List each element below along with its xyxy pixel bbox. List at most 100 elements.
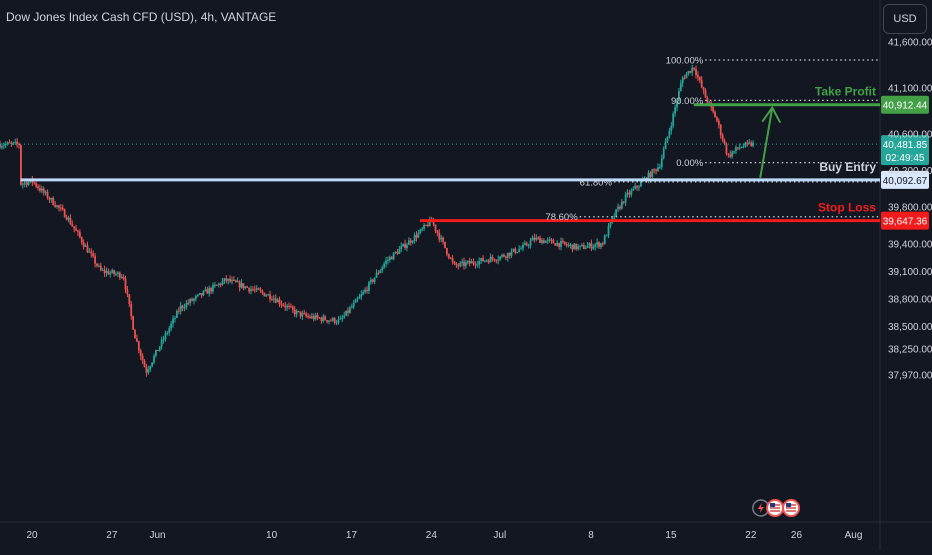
candle-body [404,243,406,248]
candle-body [605,235,608,237]
candle-body [233,279,235,281]
candle-body [447,254,450,258]
candle-body [537,237,540,239]
candle-body [366,289,368,291]
candle-body [482,258,484,262]
candle-body [149,366,152,370]
candle-body [326,320,328,322]
candle-body [371,279,374,282]
candle-body [561,241,564,243]
candle-body [695,69,697,76]
candle-body [240,283,243,288]
candle-body [569,244,572,246]
fib-level-label: 100.00% [666,56,704,67]
candle-body [92,253,95,257]
candle-body [271,299,273,301]
candle-body [432,221,435,225]
candle-body [619,206,621,209]
candle-body [343,315,346,318]
candle-body [158,346,161,351]
candle-body [468,260,471,264]
candle-body [407,240,410,245]
candle-body [548,239,551,241]
candle-body [35,183,38,187]
candle-body [333,318,336,323]
candle-body [704,90,707,98]
candle-body [497,259,500,261]
candle-body [164,333,167,340]
candle-body [117,272,119,274]
candle-body [438,232,441,240]
candle-body [546,239,549,241]
time-tick-label: 17 [346,530,358,541]
candle-body [451,258,454,262]
candle-body [107,271,110,275]
us-flag-icon[interactable] [782,499,801,517]
candle-body [202,290,205,296]
candle-body [217,283,220,285]
candle-body [301,313,304,317]
candle-body [596,242,599,245]
candle-body [387,259,389,261]
candle-body [6,142,9,145]
candle-body [111,270,114,273]
candle-body [67,217,70,220]
candle-body [341,317,344,319]
candle-body [577,246,580,249]
level-label: Buy Entry [819,160,876,174]
candle-body [280,303,283,305]
candle-body [278,299,281,304]
candle-body [320,317,323,322]
candle-body [419,229,422,233]
candle-body [415,235,418,238]
us-flag-icon[interactable] [766,499,785,517]
candle-body [191,299,193,301]
candle-body [582,245,585,249]
candle-body [411,241,414,243]
candle-body [160,339,163,347]
candle-body [356,298,359,300]
arrow-head[interactable] [761,105,782,124]
candle-body [550,239,553,241]
time-tick-label: 15 [665,530,677,541]
candle-body [592,246,595,249]
candle-body [717,120,720,125]
time-tick-label: 8 [588,530,594,541]
candle-body [183,307,186,309]
currency-button[interactable]: USD [883,4,927,34]
candle-body [257,288,260,290]
candle-body [113,270,115,274]
candle-body [491,256,494,259]
candle-body [383,263,386,268]
candle-body [598,242,600,247]
candle-body [567,245,570,247]
candle-body [166,332,169,334]
candle-body [139,350,142,356]
candle-body [565,244,568,246]
candle-body [269,294,271,300]
candle-body [246,286,249,288]
candle-body [84,245,87,247]
candle-body [590,243,593,249]
fibonacci-layer: 100.00% 90.00% 0.00% 61.80% 78.60% [545,56,880,223]
candle-body [748,142,751,144]
candle-body [88,251,91,253]
candle-body [179,305,182,312]
event-icons-layer[interactable] [752,499,801,517]
arrow-shaft[interactable] [759,107,774,178]
candle-body [668,130,671,137]
candle-body [1,146,3,148]
candle-body [542,240,545,243]
take-profit-arrow[interactable] [759,105,782,178]
candle-body [607,226,610,236]
price-tick-label: 41,600.00 [888,38,932,49]
candle-body [523,243,526,245]
price-tick-label: 41,100.00 [888,84,932,95]
candle-body [636,185,638,188]
candle-body [484,260,486,262]
candle-body [375,272,378,278]
candle-body [162,339,165,341]
